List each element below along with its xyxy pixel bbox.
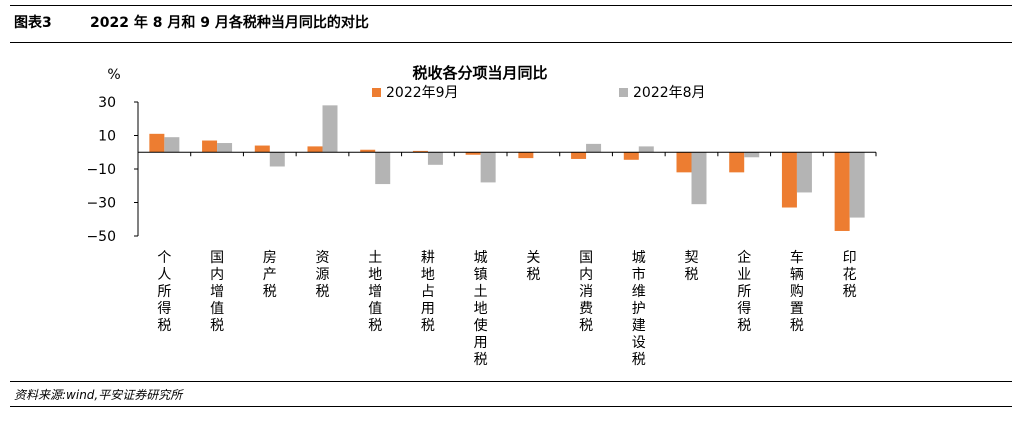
bar-aug-2022 xyxy=(638,146,654,153)
category-label: 国内消费税 xyxy=(579,250,593,334)
bar-aug-2022 xyxy=(217,143,233,153)
bar-sep-2022 xyxy=(149,133,165,153)
legend-label: 2022年9月 xyxy=(386,85,459,101)
bar-aug-2022 xyxy=(322,105,338,153)
bar-aug-2022 xyxy=(586,143,602,153)
bar-sep-2022 xyxy=(254,145,270,153)
figure-number: 图表3 xyxy=(14,15,52,31)
legend-swatch xyxy=(619,88,628,97)
category-label: 关税 xyxy=(526,250,540,283)
category-label: 车辆购置税 xyxy=(790,249,804,334)
category-label: 企业所得税 xyxy=(737,249,751,334)
bar-aug-2022 xyxy=(427,152,443,165)
y-tick-label: −50 xyxy=(86,229,116,245)
bar-aug-2022 xyxy=(691,152,707,205)
chart-title: 税收各分项当月同比 xyxy=(412,64,547,82)
figure-heading: 图表3 2022 年 8 月和 9 月各税种当月同比的对比 xyxy=(14,12,369,32)
category-label: 资源税 xyxy=(316,250,330,300)
bar-sep-2022 xyxy=(571,152,587,159)
top-rule xyxy=(10,5,1012,6)
category-label: 个人所得税 xyxy=(157,250,171,334)
bar-aug-2022 xyxy=(164,137,180,153)
bars xyxy=(149,105,865,231)
bar-sep-2022 xyxy=(623,152,639,160)
y-tick-label: −30 xyxy=(86,196,116,212)
category-label: 国内增值税 xyxy=(210,250,224,334)
legend: 2022年9月 2022年8月 xyxy=(372,85,706,101)
category-label: 土地增值税 xyxy=(368,250,382,334)
y-tick-label: 10 xyxy=(98,129,116,145)
category-label: 城镇土地使用税 xyxy=(474,250,488,368)
title-rule xyxy=(10,42,1012,43)
bar-sep-2022 xyxy=(729,152,745,173)
bar-aug-2022 xyxy=(849,152,865,218)
figure-title: 2022 年 8 月和 9 月各税种当月同比的对比 xyxy=(90,15,369,31)
y-tick-label: 30 xyxy=(98,95,116,111)
category-label: 房产税 xyxy=(263,250,277,300)
bar-aug-2022 xyxy=(480,152,496,183)
bar-sep-2022 xyxy=(360,149,376,153)
legend-label: 2022年8月 xyxy=(633,85,706,101)
bar-sep-2022 xyxy=(781,152,797,208)
category-label: 契税 xyxy=(685,250,699,283)
x-axis xyxy=(137,151,877,157)
bar-sep-2022 xyxy=(412,150,428,153)
bar-sep-2022 xyxy=(465,152,481,155)
legend-swatch xyxy=(372,88,381,97)
source-top-rule xyxy=(10,381,1012,382)
bar-sep-2022 xyxy=(518,152,534,159)
bar-sep-2022 xyxy=(834,152,850,231)
y-axis: 30 10 −10 −30 −50 xyxy=(86,95,139,245)
bar-aug-2022 xyxy=(269,152,285,167)
bar-sep-2022 xyxy=(676,152,692,173)
category-label: 城市维护建设税 xyxy=(632,250,646,368)
x-axis-labels: 个人所得税 国内增值税 房产税 资源税 土地增值税 耕地占用税 城镇土地使用税 关税 国内消费税… xyxy=(157,249,856,368)
bar-sep-2022 xyxy=(202,140,218,153)
category-label: 耕地占用税 xyxy=(421,249,435,334)
y-tick-label: −10 xyxy=(86,162,116,178)
bar-aug-2022 xyxy=(744,152,760,158)
source-note: 资料来源:wind,平安证券研究所 xyxy=(14,388,183,402)
category-label: 印花税 xyxy=(843,250,857,300)
bar-aug-2022 xyxy=(375,152,391,185)
bar-aug-2022 xyxy=(796,152,812,193)
bottom-rule xyxy=(10,406,1012,407)
y-axis-unit: % xyxy=(107,67,120,83)
bar-sep-2022 xyxy=(307,146,323,153)
